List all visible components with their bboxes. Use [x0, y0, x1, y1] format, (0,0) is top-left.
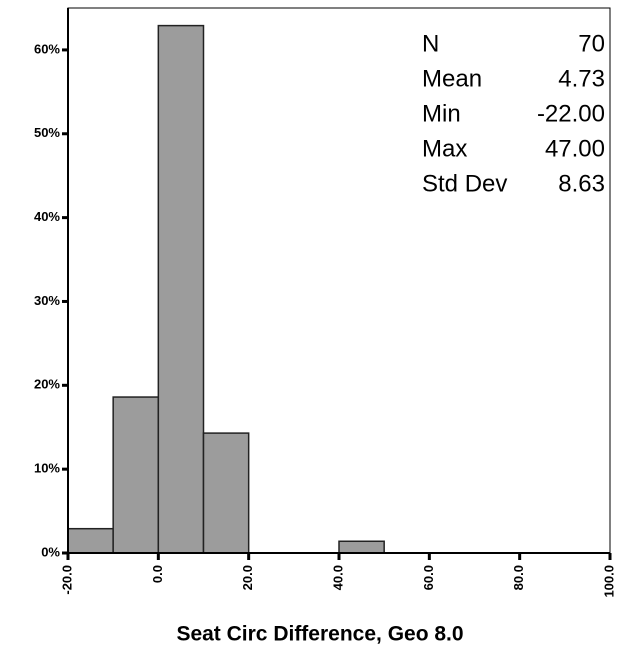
stat-label: Mean — [422, 65, 482, 92]
stat-value: 47.00 — [545, 135, 605, 162]
y-tick-label: 30% — [34, 293, 60, 308]
bar — [202, 432, 250, 554]
bar — [112, 396, 160, 554]
stat-value: 70 — [578, 30, 605, 57]
y-tick-label: 20% — [34, 377, 60, 392]
x-tick-label: 0.0 — [150, 565, 165, 583]
x-tick-label: 60.0 — [421, 565, 436, 590]
y-tick-label: 0% — [41, 544, 60, 559]
bar — [157, 24, 205, 554]
x-tick-label: 100.0 — [601, 565, 616, 598]
y-tick-label: 40% — [34, 209, 60, 224]
x-axis-label: Seat Circ Difference, Geo 8.0 — [176, 623, 463, 646]
y-tick-label: 10% — [34, 461, 60, 476]
stat-label: Max — [422, 135, 467, 162]
y-tick-label: 50% — [34, 125, 60, 140]
stat-label: Min — [422, 100, 461, 127]
x-tick-label: 20.0 — [240, 565, 255, 590]
stat-label: Std Dev — [422, 170, 507, 197]
x-tick-label: 40.0 — [330, 565, 345, 590]
y-tick-label: 60% — [34, 41, 60, 56]
x-tick-label: 80.0 — [511, 565, 526, 590]
stat-value: 4.73 — [558, 65, 605, 92]
bar — [67, 527, 114, 554]
bar — [338, 540, 385, 554]
x-tick-label: -20.0 — [59, 565, 74, 595]
stat-value: 8.63 — [558, 170, 605, 197]
stat-label: N — [422, 30, 439, 57]
stat-value: -22.00 — [537, 100, 605, 127]
